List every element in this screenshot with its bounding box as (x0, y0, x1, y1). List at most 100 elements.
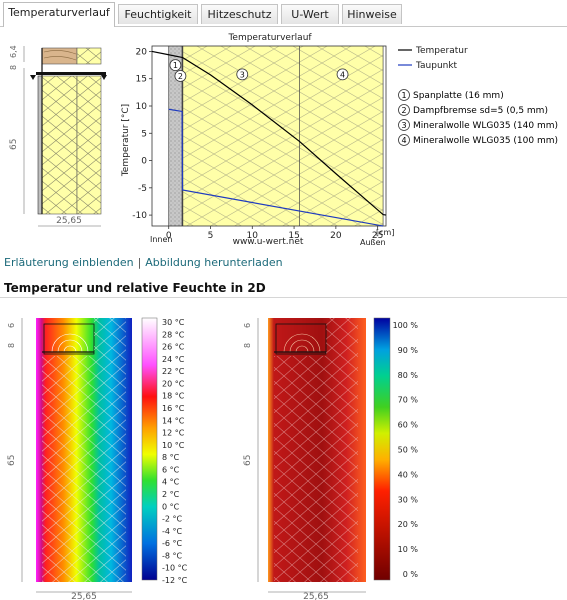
map1-dim-width: 25,65 (71, 592, 97, 600)
temp-scale-label: 24 °C (162, 355, 185, 364)
temp-scale-label: -8 °C (162, 551, 183, 560)
y-tick-label: 15 (136, 75, 147, 85)
layer-list: 1 Spanplatte (16 mm) 2 Dampfbremse sd=5 … (398, 89, 558, 146)
legend-dewpoint: Taupunkt (415, 61, 458, 71)
legend-temperature: Temperatur (415, 46, 468, 56)
plot-area (168, 46, 384, 226)
dim-top-label: 6,4 (9, 45, 18, 58)
humidity-scale-label: 50 % (398, 446, 419, 455)
svg-text:3: 3 (240, 70, 245, 79)
chart-title: Temperaturverlauf (227, 33, 312, 43)
humidity-scale-label: 90 % (398, 346, 419, 355)
humidity-scale-label: 0 % (403, 570, 419, 579)
map1-dim-top2: 8 (7, 343, 16, 348)
tab-temperaturverlauf[interactable]: Temperaturverlauf (3, 2, 115, 27)
layer-1-label: Spanplatte (16 mm) (413, 91, 504, 101)
temperature-line (151, 50, 387, 216)
section-title: Temperatur und relative Feuchte in 2D (4, 281, 266, 295)
temp-color-scale (141, 317, 158, 581)
temp-scale-label: -6 °C (162, 539, 183, 548)
map1-dim-top: 6 (7, 323, 16, 328)
dewpoint-line (168, 108, 384, 227)
download-image-link[interactable]: Abbildung herunterladen (145, 256, 283, 269)
y-axis-label: Temperatur [°C] (121, 104, 131, 177)
chart-axes: 0 5 10 15 20 25 20 15 10 5 0 -5 -10 (132, 45, 387, 241)
action-links: Erläuterung einblenden | Abbildung herunte… (4, 256, 283, 269)
temperature-2d-map: 6 8 65 25,65 30 °C 28 °C 26 °C 24 °C 22 °C 20… (7, 317, 188, 600)
layer-marker-4: 4 (336, 68, 349, 81)
dim-width-label: 25,65 (56, 216, 82, 226)
temp-scale-label: 10 °C (162, 441, 185, 450)
show-explanation-link[interactable]: Erläuterung einblenden (4, 256, 134, 269)
temp-scale-label: 26 °C (162, 343, 185, 352)
map2-dim-width: 25,65 (303, 592, 329, 600)
humidity-scale-label: 80 % (398, 371, 419, 380)
x-tick-label: 0 (166, 231, 172, 241)
y-tick-label: -10 (132, 211, 147, 221)
link-separator: | (137, 256, 142, 269)
temp-scale-label: 14 °C (162, 416, 185, 425)
temp-scale-label: -10 °C (162, 564, 188, 573)
dim-height-label: 65 (9, 139, 19, 150)
section-divider (0, 297, 567, 298)
layer-4-label: Mineralwolle WLG035 (100 mm) (413, 136, 558, 146)
humidity-2d-map: 6 8 65 25,65 100 % 90 % 80 % 70 % 60 % 50 % 40… (243, 317, 419, 600)
tab-bar: Temperaturverlauf Feuchtigkeit Hitzeschu… (0, 0, 567, 27)
temp-scale-label: -12 °C (162, 576, 188, 585)
dim-top2-label: 8 (9, 65, 18, 70)
layer-4-num: 4 (401, 136, 406, 145)
y-tick-label: 10 (136, 102, 148, 112)
layer-3-num: 3 (401, 121, 406, 130)
chart-legend: Temperatur Taupunkt 1 Spanplatte (16 mm)… (398, 46, 558, 146)
temp-scale-label: 8 °C (162, 453, 180, 462)
temp-scale-label: 2 °C (162, 490, 180, 499)
humidity-scale-label: 60 % (398, 421, 419, 430)
temp-scale-label: -4 °C (162, 527, 183, 536)
inside-label: Innen (150, 235, 173, 244)
temp-scale-label: 20 °C (162, 379, 185, 388)
humidity-scale-label: 10 % (398, 545, 419, 554)
temp-scale-label: 16 °C (162, 404, 185, 413)
temp-scale-label: 18 °C (162, 392, 185, 401)
layer-2-num: 2 (401, 106, 406, 115)
tab-hinweise[interactable]: Hinweise (342, 4, 402, 24)
x-tick-label: 5 (208, 231, 214, 241)
humidity-scale-label: 100 % (393, 321, 419, 330)
map1-dim-height: 65 (7, 455, 17, 466)
temp-scale-label: 22 °C (162, 367, 185, 376)
humidity-scale-label: 40 % (398, 470, 419, 479)
svg-text:4: 4 (340, 70, 345, 79)
y-tick-label: 20 (136, 47, 148, 57)
temp-scale-labels: 30 °C 28 °C 26 °C 24 °C 22 °C 20 °C 18 °C 16 °C… (162, 318, 188, 585)
temp-scale-label: -2 °C (162, 515, 183, 524)
watermark-label: www.u-wert.net (233, 237, 304, 247)
wall-section-drawing: 6,4 8 65 25,65 (9, 45, 107, 227)
tab-u-wert[interactable]: U-Wert (281, 4, 339, 24)
x-tick-label: 25 (372, 231, 383, 241)
x-tick-label: 20 (330, 231, 342, 241)
y-tick-label: 5 (141, 129, 147, 139)
temp-scale-label: 0 °C (162, 502, 180, 511)
outside-label: Außen (360, 238, 386, 247)
humidity-scale-labels: 100 % 90 % 80 % 70 % 60 % 50 % 40 % 30 % 20 % 10 … (393, 321, 419, 579)
map2-dim-height: 65 (243, 455, 253, 466)
temp-scale-label: 6 °C (162, 465, 180, 474)
layer-marker-3: 3 (236, 68, 249, 81)
y-tick-label: -5 (138, 184, 147, 194)
x-axis-label: [cm] (376, 228, 394, 237)
svg-text:1: 1 (173, 61, 178, 70)
layer-3-label: Mineralwolle WLG035 (140 mm) (413, 121, 558, 131)
chart-series: 12 3 4 (151, 50, 387, 227)
map2-dim-top: 6 (243, 323, 252, 328)
layer-2-label: Dampfbremse sd=5 (0,5 mm) (413, 106, 548, 116)
x-tick-label: 10 (247, 231, 259, 241)
x-tick-label: 15 (288, 231, 299, 241)
layer-marker-2: 2 (174, 70, 187, 82)
temp-scale-label: 4 °C (162, 478, 180, 487)
tab-feuchtigkeit[interactable]: Feuchtigkeit (118, 4, 198, 24)
humidity-color-scale (373, 317, 391, 581)
layer-marker-1: 1 (169, 59, 182, 71)
tab-hitzeschutz[interactable]: Hitzeschutz (201, 4, 278, 24)
svg-text:2: 2 (178, 72, 183, 81)
layer-1-num: 1 (401, 91, 406, 100)
